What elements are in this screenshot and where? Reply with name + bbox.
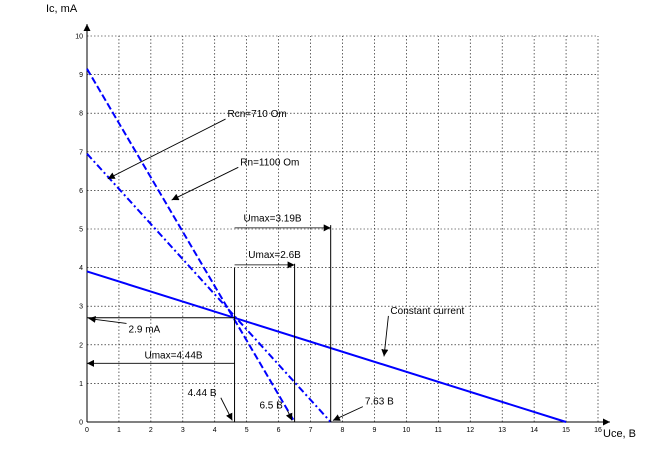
series: [86, 68, 567, 423]
annotation-arrow: [107, 118, 226, 180]
y-tick-label: 5: [79, 227, 83, 234]
x-tick-label: 13: [498, 427, 506, 434]
x-tick-label: 9: [372, 427, 376, 434]
y-tick-label: 7: [79, 149, 83, 156]
span-label: Umax=4.44B: [144, 350, 202, 361]
x-tick-label: 8: [341, 427, 345, 434]
annotation-label: 4.44 B: [188, 388, 217, 399]
annotation-label: Rcn=710 Om: [228, 109, 287, 120]
x-tick-label: 6: [277, 427, 281, 434]
x-tick-label: 16: [594, 427, 602, 434]
guides: Umax=4.44B Umax=2.6B Umax=3.19B: [87, 213, 332, 422]
annotation-arrow: [285, 410, 293, 421]
span-label: Umax=3.19B: [243, 213, 301, 224]
x-tick-label: 7: [309, 427, 313, 434]
series-line-dashed: [86, 68, 296, 423]
annotation-label: 6.5 B: [259, 400, 283, 411]
y-tick-label: 0: [79, 420, 83, 427]
y-tick-label: 6: [79, 188, 83, 195]
annotation-label: 7.63 B: [365, 397, 394, 408]
annotations: Rcn=710 Om Rn=1100 Om Constant current 2.9 …: [88, 109, 465, 421]
series-line-solid: [86, 270, 567, 423]
x-tick-label: 10: [402, 427, 410, 434]
series-line-dashdot: [86, 153, 332, 423]
y-tick-label: 3: [79, 304, 83, 311]
x-tick-label: 1: [117, 427, 121, 434]
y-tick-label: 4: [79, 265, 83, 272]
annotation-label: 2.9 mA: [129, 324, 161, 335]
grid: [87, 35, 599, 422]
annotation-arrow: [381, 315, 389, 357]
x-axis-label: Uce, B: [603, 428, 636, 440]
x-tick-label: 2: [149, 427, 153, 434]
y-tick-label: 8: [79, 111, 83, 118]
annotation-label: Rn=1100 Om: [240, 157, 299, 168]
y-tick-label: 10: [75, 34, 83, 41]
x-tick-label: 11: [435, 427, 442, 434]
x-tick-label: 12: [466, 427, 474, 434]
y-tick-label: 1: [79, 381, 83, 388]
annotation-arrow: [220, 397, 233, 421]
x-tick-label: 14: [530, 427, 538, 434]
x-tick-label: 4: [213, 427, 217, 434]
x-tick-label: 5: [245, 427, 249, 434]
x-tick-label: 15: [562, 427, 570, 434]
y-axis-label: Ic, mA: [46, 3, 78, 15]
annotation-arrow: [88, 315, 127, 324]
annotation-label: Constant current: [390, 306, 464, 317]
annotation-arrow: [332, 406, 364, 421]
x-tick-label: 3: [181, 427, 185, 434]
y-tick-label: 9: [79, 72, 83, 79]
span-label: Umax=2.6B: [248, 250, 301, 261]
annotation-arrow: [171, 166, 239, 201]
y-tick-label: 2: [79, 342, 83, 349]
x-tick-label: 0: [85, 427, 89, 434]
